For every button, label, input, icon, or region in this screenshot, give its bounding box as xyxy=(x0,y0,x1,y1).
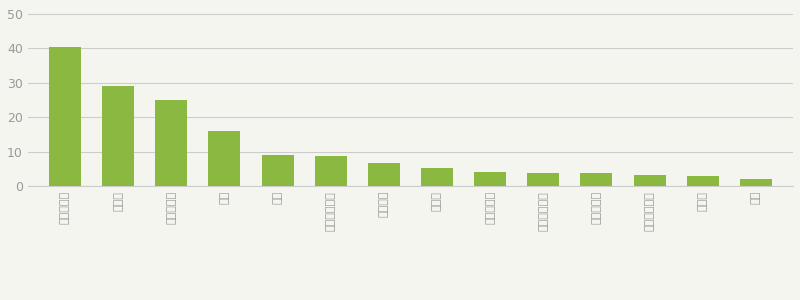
Bar xyxy=(368,163,400,186)
Bar xyxy=(209,131,240,186)
Bar xyxy=(474,172,506,186)
Bar xyxy=(49,46,81,186)
Bar xyxy=(634,175,666,186)
Bar xyxy=(262,155,294,186)
Bar xyxy=(102,86,134,186)
Bar xyxy=(581,173,612,186)
Bar xyxy=(686,176,718,186)
Bar xyxy=(314,156,346,186)
Bar xyxy=(740,179,772,186)
Bar xyxy=(421,168,453,186)
Bar xyxy=(155,100,187,186)
Bar xyxy=(527,173,559,186)
